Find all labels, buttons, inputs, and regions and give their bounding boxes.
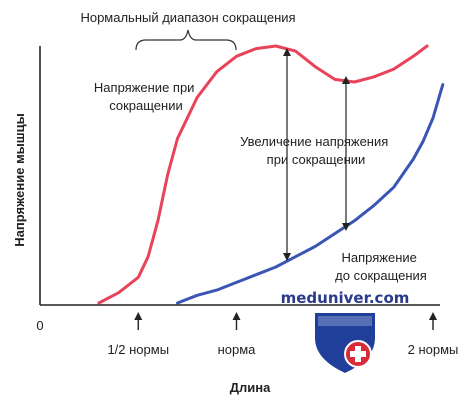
x-tick: норма [218,312,257,357]
active-tension-label: Напряжение при сокращении [94,80,198,113]
medical-cross-icon [350,346,366,362]
series-line-active-tension [97,44,429,305]
x-tick-label: норма [218,342,257,357]
up-arrow-icon [134,312,143,320]
shield-band [318,316,372,326]
tension-increase-label-line1: Увеличение напряжения [240,134,388,149]
active-tension-label-line2: сокращении [109,98,183,113]
x-axis-title: Длина [230,380,271,395]
tension-increase-label: Увеличение напряжения при сокращении [240,134,392,167]
series-line-passive-tension [176,83,445,305]
passive-tension-label-line1: Напряжение [341,250,416,265]
normal-range-label: Нормальный диапазон сокращения [80,10,295,25]
tension-increase-label-line2: при сокращении [267,152,366,167]
x-ticks: 1/2 нормы норма 2 нормы [107,312,458,357]
watermark-text: meduniver.com [281,289,410,307]
watermark-shield-logo [313,311,377,376]
x-tick: 1/2 нормы [107,312,169,357]
x-tick: 2 нормы [408,312,459,357]
passive-tension-label-line2: до сокращения [335,268,427,283]
y-axis-title: Напряжение мышцы [12,113,27,246]
up-arrow-icon [429,312,437,320]
up-arrow-icon [232,312,241,320]
passive-tension-label: Напряжение до сокращения [335,250,427,283]
x-origin-label: 0 [36,318,43,333]
active-tension-label-line1: Напряжение при [94,80,195,95]
x-tick-label: 2 нормы [408,342,459,357]
normal-range-bracket [135,29,237,51]
x-tick-label: 1/2 нормы [107,342,169,357]
